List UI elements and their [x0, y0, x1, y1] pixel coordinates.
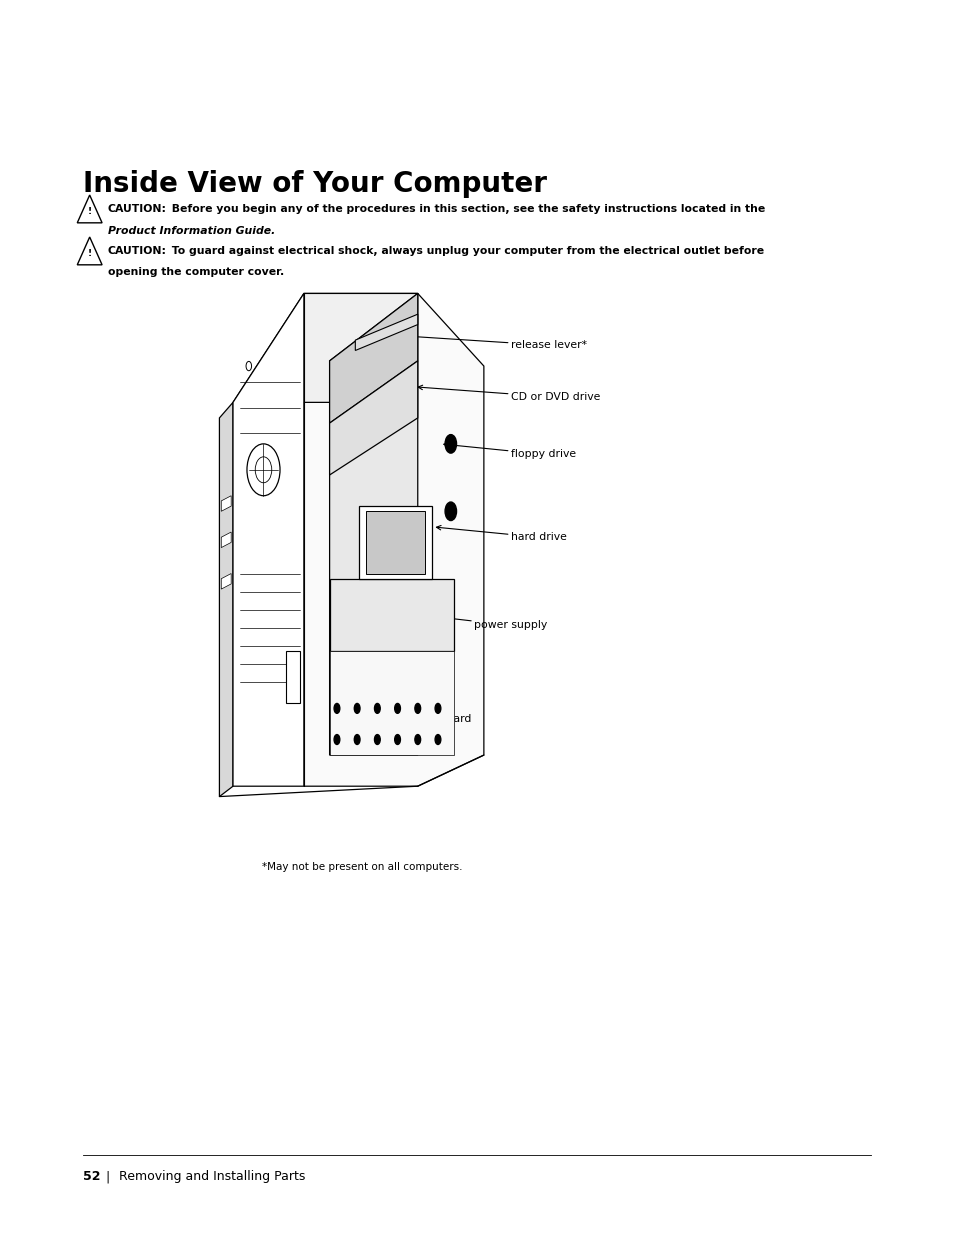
- Polygon shape: [233, 294, 304, 787]
- Ellipse shape: [334, 704, 339, 714]
- Text: CAUTION:: CAUTION:: [108, 246, 167, 256]
- Polygon shape: [233, 294, 417, 403]
- Ellipse shape: [375, 735, 380, 745]
- Ellipse shape: [445, 435, 456, 453]
- Text: Product Information Guide.: Product Information Guide.: [108, 226, 274, 236]
- Ellipse shape: [395, 735, 400, 745]
- Ellipse shape: [445, 503, 456, 521]
- Text: 52: 52: [83, 1171, 100, 1183]
- Text: !: !: [88, 207, 91, 216]
- Polygon shape: [219, 403, 233, 797]
- Polygon shape: [285, 651, 300, 703]
- Text: *May not be present on all computers.: *May not be present on all computers.: [262, 862, 462, 872]
- Ellipse shape: [415, 735, 420, 745]
- Polygon shape: [330, 294, 417, 424]
- Text: !: !: [88, 249, 91, 258]
- Polygon shape: [355, 314, 417, 351]
- Ellipse shape: [354, 735, 359, 745]
- Text: CD or DVD drive: CD or DVD drive: [417, 385, 599, 403]
- Text: Inside View of Your Computer: Inside View of Your Computer: [83, 170, 546, 199]
- Text: Before you begin any of the procedures in this section, see the safety instructi: Before you begin any of the procedures i…: [168, 204, 764, 214]
- Text: hard drive: hard drive: [436, 525, 566, 542]
- Ellipse shape: [395, 704, 400, 714]
- Polygon shape: [330, 361, 417, 475]
- Text: |: |: [105, 1171, 109, 1183]
- Text: Removing and Installing Parts: Removing and Installing Parts: [119, 1171, 305, 1183]
- Text: power supply: power supply: [425, 614, 547, 630]
- Polygon shape: [358, 506, 432, 579]
- Ellipse shape: [354, 704, 359, 714]
- Polygon shape: [330, 651, 454, 755]
- Polygon shape: [221, 532, 231, 547]
- Text: opening the computer cover.: opening the computer cover.: [108, 267, 284, 277]
- Text: release lever*: release lever*: [392, 333, 586, 351]
- Polygon shape: [221, 573, 231, 589]
- Polygon shape: [330, 579, 454, 651]
- Polygon shape: [366, 511, 425, 573]
- Polygon shape: [330, 294, 417, 755]
- Ellipse shape: [334, 735, 339, 745]
- Polygon shape: [221, 495, 231, 511]
- Ellipse shape: [375, 704, 380, 714]
- Ellipse shape: [435, 704, 440, 714]
- Text: system board: system board: [352, 703, 471, 724]
- Polygon shape: [304, 294, 483, 787]
- Text: floppy drive: floppy drive: [443, 442, 576, 459]
- Text: CAUTION:: CAUTION:: [108, 204, 167, 214]
- Text: To guard against electrical shock, always unplug your computer from the electric: To guard against electrical shock, alway…: [168, 246, 763, 256]
- Ellipse shape: [435, 735, 440, 745]
- Ellipse shape: [415, 704, 420, 714]
